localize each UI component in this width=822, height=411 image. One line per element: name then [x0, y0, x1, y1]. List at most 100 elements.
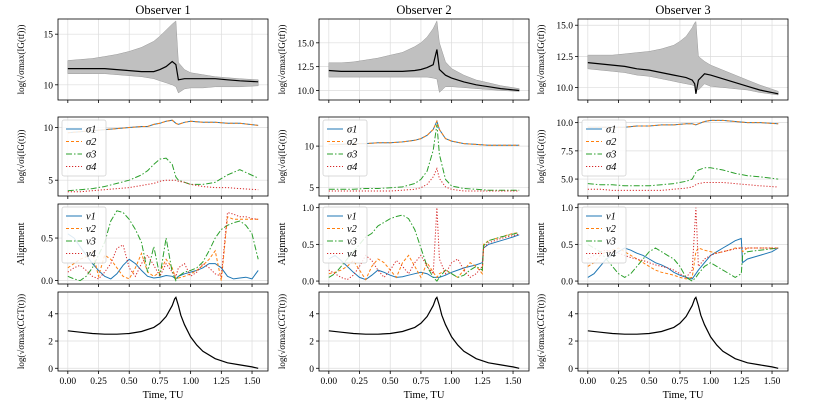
- y-axis-label: log(√σmax(CGT(t))): [536, 294, 546, 369]
- legend-label-3: σ3: [86, 150, 96, 161]
- y-tick-label: 10: [305, 143, 315, 153]
- legend-label-2: σ2: [86, 137, 97, 148]
- y-tick-label: 5: [309, 184, 314, 194]
- legend-label-3: v3: [347, 237, 357, 248]
- y-axis-label: log(√σmax(IG(tf))): [536, 25, 546, 95]
- x-axis-label: Time, TU: [404, 390, 445, 401]
- y-tick-label: 10.0: [297, 87, 314, 97]
- legend-label-1: v1: [347, 212, 357, 223]
- y-tick-label: 15.0: [297, 39, 314, 49]
- legend-label-1: σ1: [606, 125, 616, 136]
- y-tick-label: 7.5: [561, 147, 573, 157]
- y-tick-label: 15.0: [556, 22, 573, 32]
- series-line-sigma3: [587, 167, 779, 187]
- column-title-2: Observer 2: [396, 3, 451, 17]
- x-tick-label: 1.25: [213, 377, 230, 387]
- legend-label-1: v1: [86, 212, 96, 223]
- legend-label-4: σ4: [347, 162, 358, 173]
- x-tick-label: 1.25: [733, 377, 750, 387]
- series-line-sigma2: [328, 119, 520, 146]
- axes-frame: [318, 291, 530, 372]
- series-line-sigma4: [587, 182, 779, 191]
- y-tick-label: 2: [48, 338, 53, 348]
- axes-frame: [57, 18, 269, 101]
- y-tick-label: 0.5: [41, 235, 53, 245]
- series-line-v1: [328, 234, 520, 281]
- y-tick-label: 12.5: [556, 53, 573, 63]
- y-tick-label: 0.0: [41, 277, 53, 287]
- legend-label-4: σ4: [606, 162, 617, 173]
- y-tick-label: 4: [48, 310, 53, 320]
- panel-row4-observer1: 0 2 4 0.00 0.25 0.50 0.75 1.00 1.25 1.50 log(√σmax…: [16, 291, 269, 401]
- x-tick-label: 0.50: [121, 377, 138, 387]
- y-tick-label: 2: [568, 338, 573, 348]
- series-line-v4: [67, 211, 259, 280]
- y-tick-label: 0.5: [561, 241, 573, 251]
- y-tick-label: 0: [309, 365, 314, 375]
- legend-label-4: v4: [606, 249, 617, 260]
- panel-row4-observer3: 0 2 4 0.00 0.25 0.50 0.75 1.00 1.25 1.50 log(√σmax…: [536, 291, 789, 401]
- envelope-band: [67, 20, 259, 94]
- axes-frame: [577, 18, 789, 101]
- y-tick-label: 5.0: [561, 176, 573, 186]
- legend-label-2: v2: [86, 224, 97, 235]
- x-tick-label: 0.25: [351, 377, 368, 387]
- y-axis-label: Alignment: [16, 222, 27, 265]
- envelope-band: [328, 20, 520, 93]
- y-axis-label: log(√σmax(CGT(t))): [16, 294, 26, 369]
- median-line: [587, 62, 779, 95]
- legend-label-2: σ2: [347, 137, 358, 148]
- y-tick-label: 0: [568, 365, 573, 375]
- y-tick-label: 10.0: [556, 119, 573, 129]
- x-tick-label: 1.00: [182, 377, 199, 387]
- y-tick-label: 0: [48, 365, 53, 375]
- legend-label-4: v4: [347, 249, 358, 260]
- y-tick-label: 4: [309, 310, 314, 320]
- x-tick-label: 1.50: [764, 377, 781, 387]
- y-axis-label: log(√σmax(IG(tf))): [277, 25, 287, 95]
- legend-box: [581, 119, 627, 177]
- x-tick-label: 0.75: [672, 377, 689, 387]
- legend-label-3: σ3: [606, 150, 616, 161]
- y-axis-label: log(√σi(IG(t))): [16, 130, 26, 184]
- y-axis-label: log(√σi(IG(t))): [536, 130, 546, 184]
- legend-label-2: v2: [606, 224, 617, 235]
- series-line-cgt: [587, 296, 779, 369]
- axes-frame: [57, 203, 269, 285]
- y-axis-label: log(√σi(IG(t))): [277, 130, 287, 184]
- series-line-cgt: [328, 296, 520, 369]
- y-axis-label: log(√σmax(CGT(t))): [277, 294, 287, 369]
- y-tick-label: 4: [568, 310, 573, 320]
- x-tick-label: 0.00: [580, 377, 597, 387]
- y-tick-label: 0.5: [302, 241, 314, 251]
- y-tick-label: 1.0: [561, 204, 573, 214]
- x-tick-label: 0.00: [321, 377, 338, 387]
- legend-label-1: σ1: [86, 125, 96, 136]
- x-tick-label: 0.25: [90, 377, 107, 387]
- x-tick-label: 0.50: [641, 377, 658, 387]
- legend-box: [322, 119, 368, 177]
- y-tick-label: 15: [44, 31, 54, 41]
- series-line-v1: [67, 233, 259, 280]
- x-tick-label: 1.00: [702, 377, 719, 387]
- x-tick-label: 1.25: [474, 377, 491, 387]
- y-tick-label: 10: [44, 81, 54, 91]
- y-axis-label: Alignment: [277, 222, 288, 265]
- axes-frame: [318, 116, 530, 197]
- series-line-v3: [587, 243, 779, 282]
- legend-label-4: σ4: [86, 162, 97, 173]
- median-line: [328, 49, 520, 92]
- y-tick-label: 12.5: [297, 63, 314, 73]
- legend-label-1: σ1: [347, 125, 357, 136]
- x-tick-label: 1.00: [443, 377, 460, 387]
- y-tick-label: 5: [48, 177, 53, 187]
- x-axis-label: Time, TU: [143, 390, 184, 401]
- legend-label-3: v3: [606, 237, 616, 248]
- x-tick-label: 1.50: [505, 377, 522, 387]
